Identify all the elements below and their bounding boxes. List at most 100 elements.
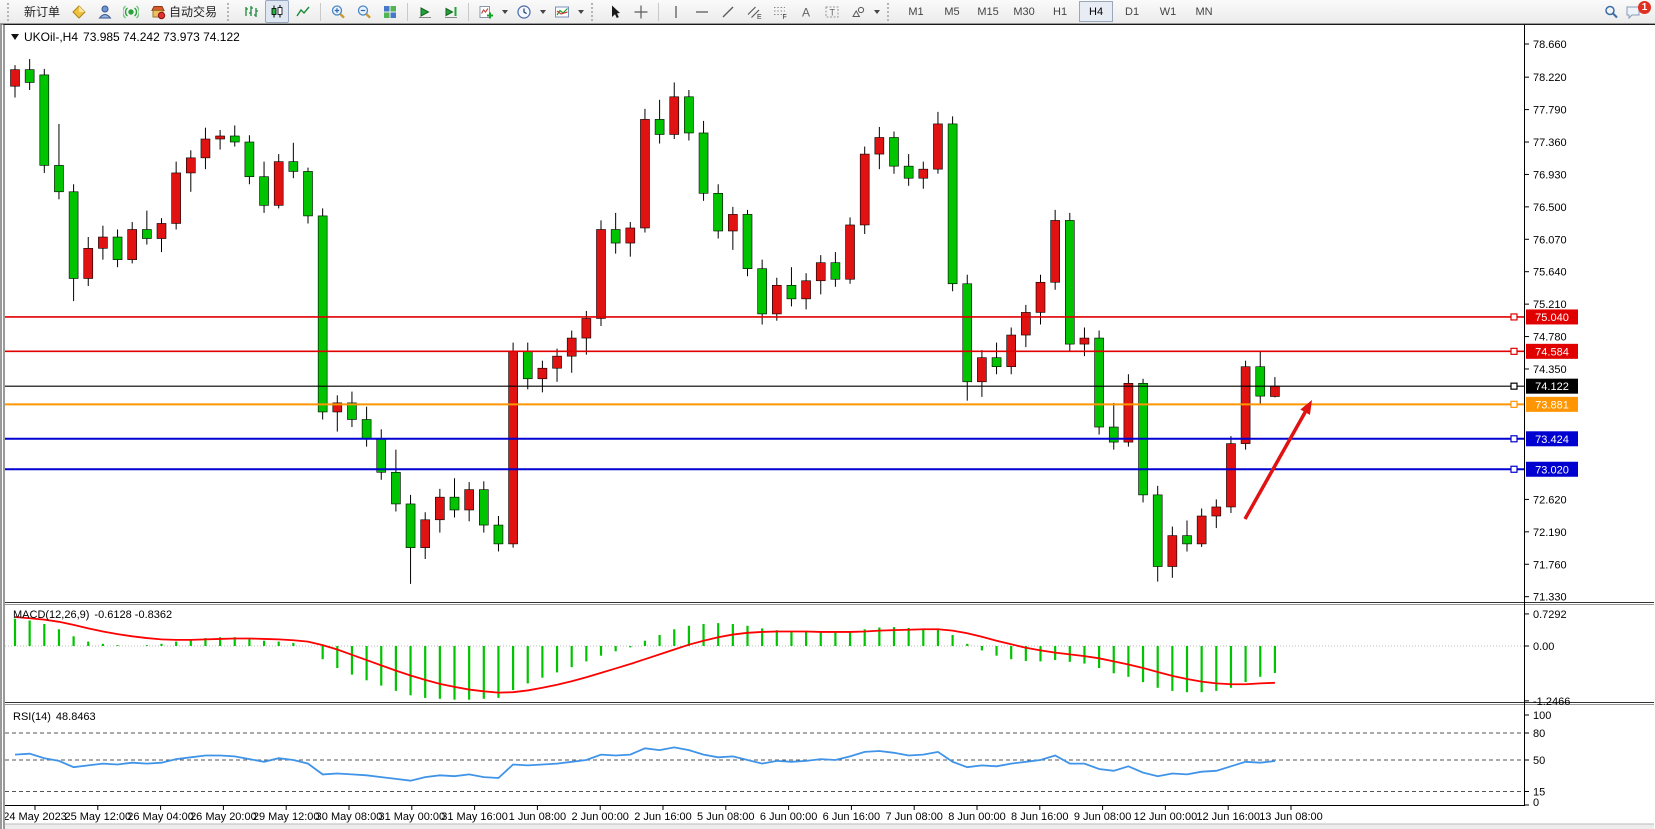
gold-diamond-icon[interactable] — [67, 0, 91, 23]
notifications-button[interactable]: 1 — [1625, 0, 1651, 23]
text-tool-icon[interactable]: A — [794, 0, 818, 23]
toolbar-grip[interactable] — [591, 2, 598, 21]
profile-icon[interactable] — [93, 0, 117, 23]
timeframe-h4[interactable]: H4 — [1079, 1, 1114, 22]
price-level-badge — [1526, 378, 1578, 394]
bear-candle — [142, 229, 152, 239]
chart-canvas[interactable]: 75.040 74.584 74.122 73.881 73.424 73.020 78.6… — [3, 25, 1654, 829]
toolbar-grip[interactable] — [7, 2, 14, 21]
time-axis-label: 31 May 16:00 — [441, 811, 508, 823]
time-axis-label: 13 Jun 08:00 — [1259, 811, 1323, 823]
bull-candle — [625, 227, 636, 244]
bull-candle — [98, 236, 108, 249]
shapes-dropdown[interactable] — [872, 1, 882, 22]
timeframe-m30[interactable]: M30 — [1013, 5, 1035, 18]
bear-candle — [962, 283, 973, 383]
time-axis-label: 29 May 12:00 — [253, 811, 320, 823]
price-level-badge — [1526, 343, 1578, 359]
bear-candle — [478, 489, 489, 526]
svg-text:75.640: 75.640 — [1533, 267, 1567, 279]
timeframe-h1[interactable]: H1 — [1053, 5, 1068, 18]
bull-candle — [273, 161, 284, 206]
bear-candle — [889, 137, 899, 167]
bear-candle — [39, 74, 50, 166]
svg-text:E: E — [757, 14, 762, 20]
svg-text:A: A — [802, 5, 810, 19]
one-click-trading-expand-icon[interactable] — [11, 34, 19, 40]
text-label-tool-icon[interactable]: T — [820, 0, 844, 23]
toolbar-grip[interactable] — [887, 2, 894, 21]
bull-candle — [215, 135, 225, 140]
search-icon[interactable] — [1599, 0, 1623, 23]
indicators-icon[interactable] — [550, 0, 574, 23]
auto-scroll-icon[interactable] — [413, 0, 437, 23]
svg-text:73.881: 73.881 — [1535, 399, 1569, 411]
bear-candle — [493, 524, 504, 545]
bear-candle — [947, 123, 958, 285]
cursor-icon[interactable] — [603, 0, 627, 23]
bear-candle — [1108, 426, 1119, 443]
fibonacci-tool-icon[interactable]: F — [768, 0, 792, 23]
bear-candle — [229, 135, 240, 143]
zoom-out-icon[interactable] — [352, 0, 376, 23]
periods-clock-icon[interactable] — [512, 0, 536, 23]
bear-candle — [830, 262, 841, 280]
svg-text:74.350: 74.350 — [1533, 364, 1567, 376]
rsi-name: RSI(14) — [13, 711, 51, 723]
time-axis-label: 12 Jun 00:00 — [1134, 811, 1198, 823]
chart-window[interactable]: UKOil-,H4 73.985 74.242 73.973 74.122 MA… — [0, 24, 1655, 829]
time-axis-label: 8 Jun 00:00 — [948, 811, 1006, 823]
new-chart-icon[interactable] — [474, 0, 498, 23]
bear-candle — [68, 191, 79, 279]
indicators-dropdown[interactable] — [576, 1, 586, 22]
time-axis-label: 6 Jun 16:00 — [823, 811, 881, 823]
autotrading-button[interactable]: 自动交易 — [145, 0, 222, 23]
bear-candle — [376, 438, 387, 473]
svg-text:-1.2466: -1.2466 — [1533, 696, 1570, 708]
bar-chart-icon[interactable] — [239, 0, 263, 23]
toolbar-grip[interactable] — [227, 2, 234, 21]
vertical-line-tool-icon[interactable] — [664, 0, 688, 23]
timeframe-m15[interactable]: M15 — [977, 5, 999, 18]
window-bottom-strip — [5, 824, 1654, 829]
bear-candle — [610, 229, 621, 244]
timeframe-m1[interactable]: M1 — [908, 5, 924, 18]
timeframe-d1[interactable]: D1 — [1125, 5, 1140, 18]
periods-dropdown[interactable] — [538, 1, 548, 22]
timeframe-mn[interactable]: MN — [1195, 5, 1213, 18]
price-level-badge — [1526, 431, 1578, 447]
zoom-in-icon[interactable] — [326, 0, 350, 23]
line-chart-icon[interactable] — [291, 0, 315, 23]
chart-shift-icon[interactable] — [439, 0, 463, 23]
svg-text:74.584: 74.584 — [1535, 346, 1569, 358]
market-icon — [151, 5, 166, 19]
trendline-tool-icon[interactable] — [716, 0, 740, 23]
svg-text:F: F — [783, 14, 787, 20]
signal-icon[interactable] — [119, 0, 143, 23]
bull-candle — [552, 355, 562, 369]
macd-signal-line — [14, 616, 1275, 694]
svg-text:76.500: 76.500 — [1533, 202, 1567, 214]
time-axis-label: 2 Jun 00:00 — [571, 811, 629, 823]
candlestick-chart-icon[interactable] — [265, 0, 290, 23]
bear-candle — [1152, 494, 1163, 567]
trend-arrow-shaft — [1243, 407, 1309, 520]
timeframe-w1[interactable]: W1 — [1159, 5, 1177, 18]
new-chart-dropdown[interactable] — [500, 1, 510, 22]
timeframe-m5[interactable]: M5 — [944, 5, 960, 18]
macd-current-values: -0.6128 -0.8362 — [94, 609, 173, 621]
bear-candle — [1065, 220, 1075, 345]
notification-badge: 1 — [1638, 0, 1651, 14]
time-axis-label: 12 Jun 16:00 — [1196, 811, 1260, 823]
tile-windows-icon[interactable] — [378, 0, 402, 23]
bull-candle — [332, 402, 343, 413]
new-order-button[interactable]: 新订单 — [19, 0, 65, 23]
bear-candle — [757, 268, 767, 315]
crosshair-icon[interactable] — [629, 0, 653, 23]
svg-text:80: 80 — [1533, 728, 1545, 740]
bear-candle — [24, 69, 35, 83]
shapes-tool-icon[interactable] — [846, 0, 870, 23]
price-level-badge — [1526, 309, 1578, 325]
horizontal-line-tool-icon[interactable] — [690, 0, 714, 23]
channel-tool-icon[interactable]: E — [742, 0, 766, 23]
